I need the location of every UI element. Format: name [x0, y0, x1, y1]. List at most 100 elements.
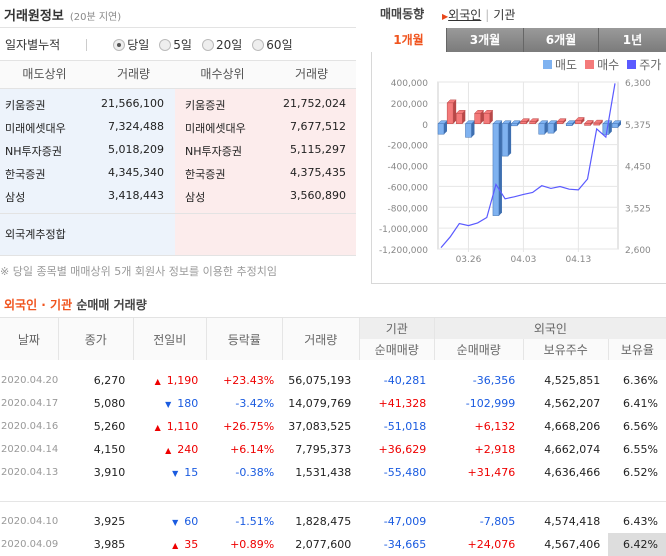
legend-swatch-icon [627, 60, 637, 69]
broker-sell-vol: 4,345,340 [108, 166, 164, 179]
radio-0[interactable]: 당일 [113, 36, 149, 53]
triangle-down-icon: ▼ [172, 469, 179, 478]
cell-change: ▲ 1,190 [133, 369, 206, 392]
bar-side [535, 118, 539, 124]
triangle-up-icon: ▲ [154, 423, 161, 432]
header-volume: 거래량 [116, 67, 151, 81]
radio-2[interactable]: 20일 [201, 36, 242, 53]
cell-date: 2020.04.13 [1, 467, 59, 478]
cell-volume: 56,075,193 [288, 374, 352, 387]
bar-side [590, 120, 594, 126]
cell-holdings: 4,562,207 [544, 397, 601, 410]
x-tick-label: 04.03 [511, 255, 537, 265]
cell-ratio: 6.43% [623, 515, 658, 528]
legend-swatch-icon [543, 60, 552, 69]
table-row: 2020.04.13 3,910 ▼ 15 -0.38% 1,531,438 -55,480… [0, 461, 666, 484]
change-value: 60 [184, 515, 199, 528]
cell-change: ▲ 1,110 [133, 415, 206, 438]
broker-buy: 미래에셋대우 [185, 122, 246, 135]
col-rate: 등락률 [205, 318, 283, 360]
broker-sell: 삼성 [5, 191, 26, 204]
bar-side [444, 120, 447, 135]
broker-sell: 키움증권 [5, 99, 46, 112]
x-tick-label: 03.26 [456, 255, 482, 265]
cell-close: 5,080 [93, 397, 126, 410]
tab-2[interactable]: 6개월 [523, 28, 598, 52]
cell-holdings: 4,636,466 [544, 466, 601, 479]
radio-3[interactable]: 60일 [252, 36, 293, 53]
tab-1[interactable]: 3개월 [446, 28, 523, 52]
legend-label: 매도 [555, 58, 578, 72]
radio-1[interactable]: 5일 [159, 36, 192, 53]
col-foreign-net: 순매매량 [433, 339, 524, 360]
legend-swatch-icon [585, 60, 595, 69]
buy-bar [584, 123, 591, 126]
sell-bar [547, 123, 555, 134]
table-row: 2020.04.10 3,925 ▼ 60 -1.51% 1,828,475 -47,009… [0, 510, 666, 533]
cell-foreign-net: -102,999 [465, 397, 516, 410]
bar-side [462, 110, 466, 124]
col-date: 날짜 [0, 318, 59, 360]
sell-bar [492, 123, 500, 216]
cell-foreign-net: -36,356 [472, 374, 516, 387]
cell-change: ▼ 180 [133, 392, 206, 415]
bar-side [489, 110, 493, 124]
header-sell-top: 매도상위 [22, 67, 67, 81]
trade-chart: 400,000 200,000 0 -200,000 -400,000 -600,000 -… [379, 79, 651, 265]
broker-buy-vol: 4,375,435 [290, 166, 346, 179]
broker-sell-vol: 21,566,100 [101, 97, 164, 110]
tab-0[interactable]: 1개월 [371, 28, 446, 52]
radio-label: 5일 [173, 38, 192, 52]
broker-row: 키움증권 21,566,100 키움증권 21,752,024 [0, 97, 356, 117]
cell-close: 5,260 [93, 420, 126, 433]
buy-bar [593, 122, 600, 126]
cell-change: ▼ 15 [133, 461, 206, 484]
broker-buy: 키움증권 [185, 99, 226, 112]
left-tick-label: -800,000 [388, 204, 429, 214]
cell-rate: +26.75% [223, 420, 275, 433]
col-holdings: 보유주수 [522, 339, 609, 360]
cell-inst-net: -55,480 [383, 466, 427, 479]
bar-side [553, 120, 557, 134]
cell-inst-net: -51,018 [383, 420, 427, 433]
cell-rate: +6.14% [230, 443, 275, 456]
bar-side [599, 120, 603, 126]
triangle-down-icon: ▼ [172, 518, 179, 527]
tab-3[interactable]: 1년 [598, 28, 666, 52]
buy-bar [446, 102, 454, 124]
cell-volume: 1,531,438 [295, 466, 352, 479]
triangle-up-icon: ▲ [154, 377, 161, 386]
table-row: 2020.04.14 4,150 ▲ 240 +6.14% 7,795,373 +36,62… [0, 438, 666, 461]
left-tick-label: 0 [422, 121, 428, 131]
change-value: 180 [177, 397, 199, 410]
left-tick-label: -600,000 [388, 183, 429, 193]
bar-side [618, 120, 621, 128]
period-tabs: 1개월 3개월 6개월 1년 [371, 28, 666, 52]
left-tick-label: -1,200,000 [379, 246, 428, 256]
link-institution[interactable]: 기관 [493, 8, 516, 22]
x-tick-label: 04.13 [565, 255, 591, 265]
cell-rate: -0.38% [235, 466, 275, 479]
buy-bar [529, 121, 536, 124]
broker-row: 한국증권 4,345,340 한국증권 4,375,435 [0, 166, 356, 186]
cell-inst-net: -47,009 [383, 515, 427, 528]
right-tick-label: 4,450 [625, 163, 651, 173]
buy-bar [520, 121, 527, 124]
link-foreign[interactable]: 외국인 [448, 8, 482, 22]
cell-close: 3,925 [93, 515, 126, 528]
estimate-note: ※ 당일 종목별 매매상위 5개 회원사 정보를 이용한 추정치임 [0, 265, 277, 278]
cell-holdings: 4,567,406 [544, 538, 601, 551]
sell-bar [511, 123, 518, 127]
change-value: 35 [184, 538, 199, 551]
left-tick-label: 400,000 [391, 79, 428, 89]
header-buy-top: 매수상위 [200, 67, 245, 81]
sell-bar [565, 123, 573, 126]
cell-date: 2020.04.10 [1, 516, 59, 527]
sell-bar [611, 123, 619, 128]
bar-side [517, 120, 521, 126]
col-ratio: 보유율 [607, 339, 666, 360]
buy-bar [483, 113, 491, 124]
bar-side [572, 120, 576, 126]
bar-side [563, 118, 567, 124]
legend-item: 매도 [543, 56, 577, 73]
